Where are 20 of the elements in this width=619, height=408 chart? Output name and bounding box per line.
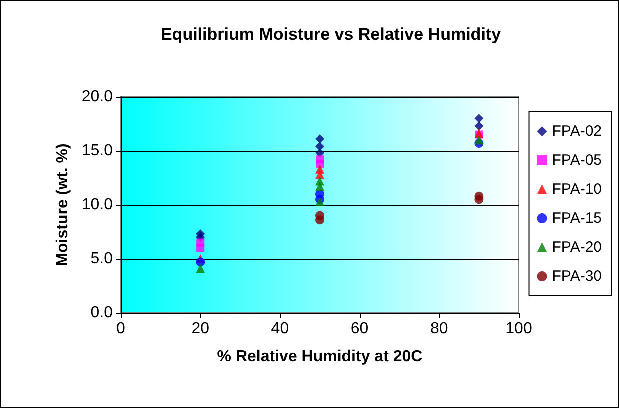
- legend-label: FPA-05: [552, 152, 602, 169]
- legend-label: FPA-20: [552, 239, 602, 256]
- legend-label: FPA-15: [552, 210, 602, 227]
- x-tick-label: 40: [271, 320, 290, 338]
- x-tick-label: 100: [506, 320, 532, 338]
- x-tick-label: 80: [430, 320, 448, 338]
- y-tick-label: 0.0: [90, 304, 114, 322]
- chart-title: Equilibrium Moisture vs Relative Humidity: [160, 25, 502, 44]
- y-tick-label: 10.0: [82, 196, 114, 214]
- y-tick-label: 5.0: [90, 250, 114, 268]
- legend-label: FPA-30: [552, 268, 602, 285]
- x-axis-title: % Relative Humidity at 20C: [217, 348, 424, 366]
- y-axis-title: Moisture (wt. %): [54, 144, 72, 266]
- legend-label: FPA-02: [552, 123, 602, 140]
- x-tick-label: 60: [350, 320, 369, 338]
- legend-label: FPA-10: [552, 181, 602, 198]
- y-tick-label: 15.0: [82, 142, 114, 160]
- y-tick-label: 20.0: [82, 88, 114, 106]
- x-tick-label: 0: [116, 320, 126, 338]
- x-tick-label: 20: [192, 320, 210, 338]
